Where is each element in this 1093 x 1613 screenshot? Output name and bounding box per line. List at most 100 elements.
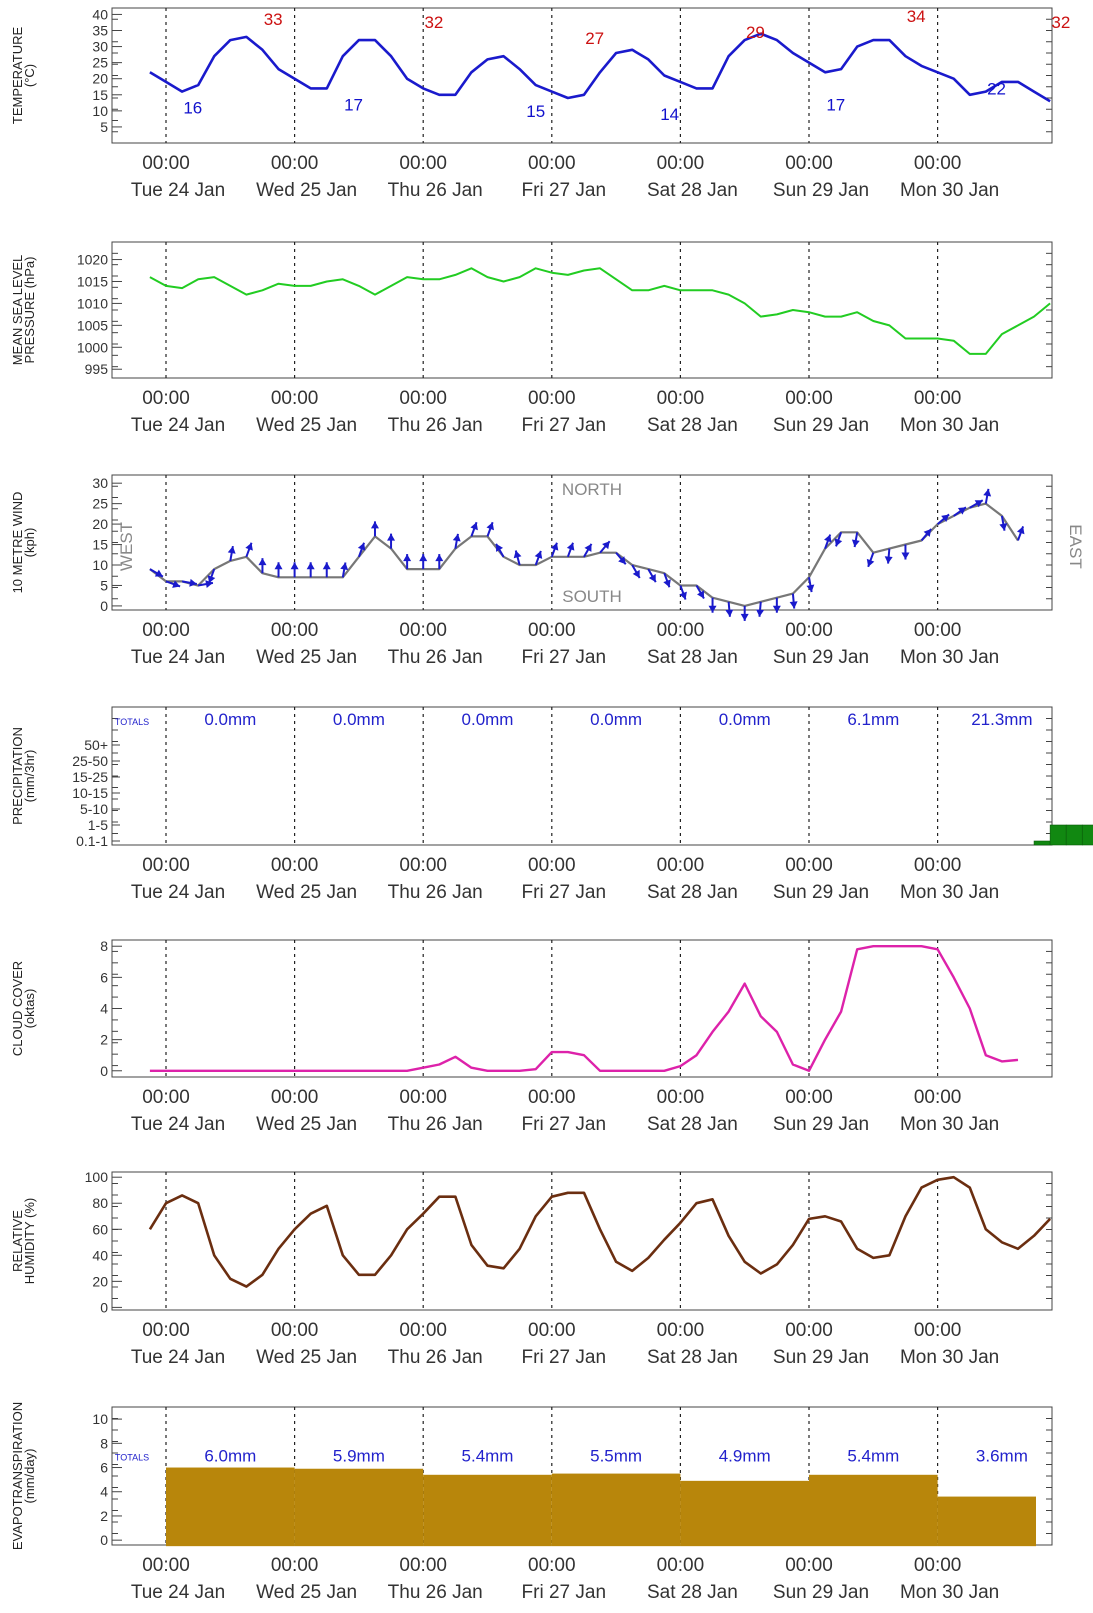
daily-evap-total: 5.4mm [847, 1446, 899, 1465]
y-tick-label: 25 [92, 55, 108, 71]
x-date-label: Sun 29 Jan [773, 180, 869, 201]
x-time-label: 00:00 [914, 1320, 962, 1341]
y-tick-label: 8 [100, 1435, 108, 1451]
wind-arrow [149, 568, 164, 578]
wind-arrow [756, 601, 765, 617]
y-axis-label: HUMIDITY (%) [22, 1198, 37, 1284]
wind-arrow [884, 548, 893, 564]
x-date-label: Wed 25 Jan [256, 415, 357, 436]
wind-arrow [663, 572, 671, 588]
daily-evap-total: 4.9mm [719, 1446, 771, 1465]
wind-arrow [419, 554, 428, 570]
humidity-line [148, 1175, 1052, 1288]
y-tick-label: 25-50 [72, 753, 108, 769]
y-axis-label: (mm/3hr) [22, 750, 37, 803]
y-tick-label: 5 [100, 119, 108, 135]
wind-arrow [495, 543, 505, 558]
x-date-label: Thu 26 Jan [388, 647, 483, 668]
cloud-cover-line [149, 945, 1019, 1072]
min-temp-label: 22 [987, 79, 1006, 98]
wind-arrow [1016, 526, 1025, 541]
x-time-label: 00:00 [657, 153, 705, 174]
wind-arrow [953, 506, 967, 517]
y-tick-label: 6 [100, 1460, 108, 1476]
wind-arrow [197, 580, 214, 589]
y-tick-label: 10 [92, 103, 108, 119]
wind-arrow [534, 550, 543, 566]
x-time-label: 00:00 [528, 153, 576, 174]
daily-precip-total: 0.0mm [462, 710, 514, 729]
x-date-label: Mon 30 Jan [900, 1114, 999, 1135]
x-time-label: 00:00 [785, 855, 833, 876]
x-date-label: Fri 27 Jan [522, 415, 606, 436]
wind-panel: 0 5 10 15 20 25 30 10 METRE WIND(kph) NORTH SOUTH… [10, 474, 1085, 668]
wind-arrow [866, 552, 875, 568]
x-time-label: 00:00 [528, 1555, 576, 1576]
max-temp-label: 29 [746, 23, 765, 42]
x-date-label: Wed 25 Jan [256, 1114, 357, 1135]
evapotranspiration-bar [166, 1467, 295, 1547]
x-time-label: 00:00 [657, 1555, 705, 1576]
y-axis-label: EVAPOTRANSPIRATION [10, 1402, 25, 1550]
max-temp-label: 33 [264, 10, 283, 29]
precipitation-panel: PRECIPITATION(mm/3hr) 0.1-11-55-1010-1515… [10, 706, 1093, 903]
x-date-label: Sat 28 Jan [647, 882, 738, 903]
wind-arrow [452, 533, 461, 549]
wind-arrow [806, 577, 815, 593]
y-tick-label: 0 [100, 1532, 108, 1548]
x-time-label: 00:00 [657, 620, 705, 641]
y-tick-label: 5-10 [80, 801, 108, 817]
x-date-label: Wed 25 Jan [256, 882, 357, 903]
precip-bar [1081, 824, 1093, 846]
x-time-label: 00:00 [785, 1087, 833, 1108]
y-tick-label: 1-5 [88, 817, 108, 833]
x-time-label: 00:00 [528, 620, 576, 641]
temperature-series-line [149, 32, 1051, 103]
precip-bar [1049, 824, 1067, 846]
x-date-label: Sat 28 Jan [647, 415, 738, 436]
x-date-label: Fri 27 Jan [522, 1582, 606, 1603]
x-date-label: Wed 25 Jan [256, 180, 357, 201]
wind-arrow [631, 564, 641, 579]
plot-frame [111, 939, 1053, 1078]
x-date-label: Sat 28 Jan [647, 1347, 738, 1368]
x-time-label: 00:00 [914, 620, 962, 641]
evapotranspiration-panel: 0 2 4 6 8 10 EVAPOTRANSPIRATION(mm/day) TOTALS 6… [10, 1402, 1053, 1603]
x-time-label: 00:00 [914, 855, 962, 876]
evapotranspiration-bar [809, 1474, 938, 1547]
x-date-label: Sun 29 Jan [773, 1582, 869, 1603]
x-time-label: 00:00 [399, 1555, 447, 1576]
x-time-label: 00:00 [399, 1320, 447, 1341]
y-tick-label: 2 [100, 1032, 108, 1048]
wind-arrow [486, 521, 494, 537]
x-date-label: Tue 24 Jan [131, 1347, 225, 1368]
x-time-label: 00:00 [399, 153, 447, 174]
x-time-label: 00:00 [657, 1320, 705, 1341]
pressure-panel: 995 1000 1005 1010 1015 1020 MEAN SEA LEVELPRE… [10, 241, 1053, 436]
y-tick-label: 20 [92, 1273, 108, 1289]
y-tick-label: 20 [92, 71, 108, 87]
wind-arrow [901, 544, 910, 560]
daily-evap-total: 5.9mm [333, 1446, 385, 1465]
wind-arrow [834, 531, 843, 547]
wind-arrow [772, 597, 781, 613]
wind-arrow [340, 562, 349, 578]
x-time-label: 00:00 [399, 620, 447, 641]
y-tick-label: 15-25 [72, 769, 108, 785]
x-time-label: 00:00 [142, 153, 190, 174]
wind-arrow [258, 558, 267, 574]
x-time-label: 00:00 [142, 1087, 190, 1108]
x-time-label: 00:00 [399, 388, 447, 409]
y-tick-label: 0 [100, 1063, 108, 1079]
y-axis-label: TEMPERATURE [10, 27, 25, 125]
x-date-label: Sun 29 Jan [773, 1347, 869, 1368]
x-date-label: Mon 30 Jan [900, 1582, 999, 1603]
x-date-label: Mon 30 Jan [900, 1347, 999, 1368]
x-time-label: 00:00 [657, 1087, 705, 1108]
daily-precip-total: 0.0mm [333, 710, 385, 729]
wind-arrow [435, 554, 444, 570]
y-tick-label: 10 [92, 557, 108, 573]
x-date-label: Fri 27 Jan [522, 647, 606, 668]
